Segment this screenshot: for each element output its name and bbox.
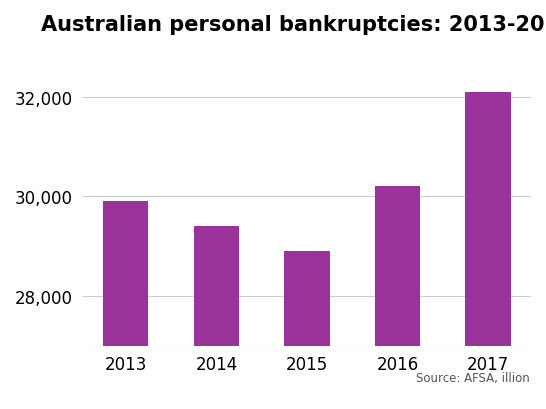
Title: Australian personal bankruptcies: 2013-2017: Australian personal bankruptcies: 2013-2… [40, 15, 546, 35]
Bar [284, 252, 330, 346]
Bar [194, 227, 239, 346]
Text: Source: AFSA, illion: Source: AFSA, illion [416, 371, 530, 384]
Bar [103, 202, 149, 346]
Bar [375, 187, 420, 346]
Bar [465, 92, 511, 346]
